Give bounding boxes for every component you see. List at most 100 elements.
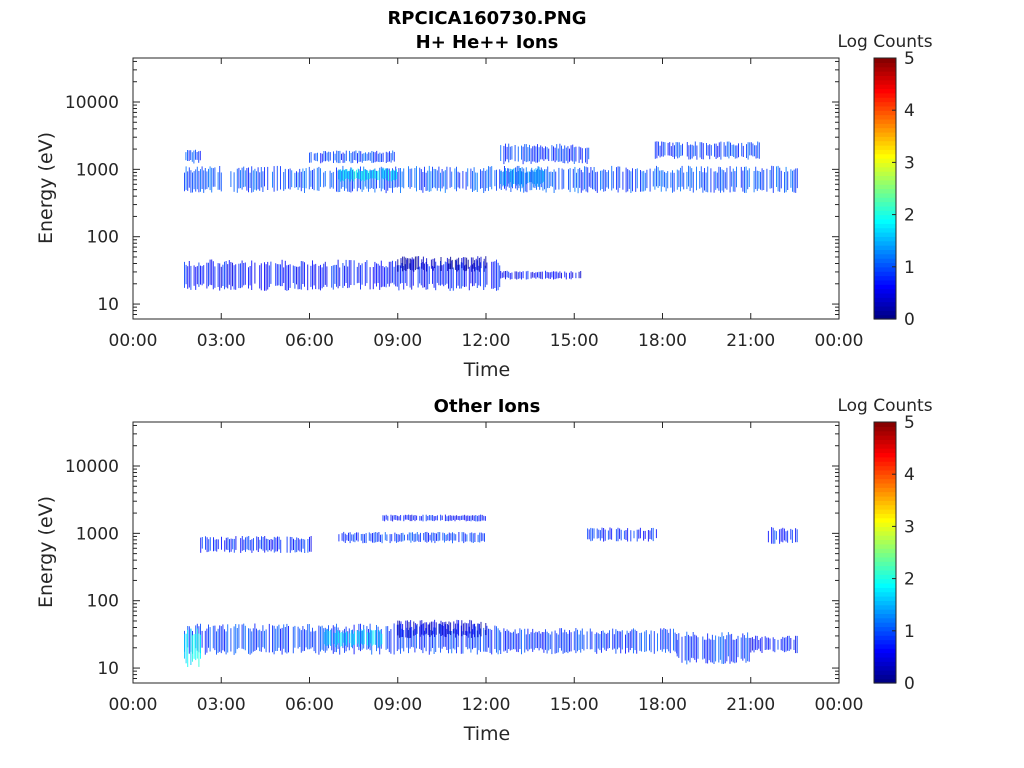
panel-bottom-plot: 00:00 03:00 06:00 09:00 12:00 15:00 18:00 21:00… [65,421,864,715]
colorbar-segment [874,253,896,259]
colorbar-segment [874,469,896,475]
colorbar-segment [874,522,896,527]
panel-top-colorbar-label: Log Counts [837,32,932,52]
x-tick-label: 15:00 [550,331,599,351]
spectrogram-band [185,149,201,164]
colorbar-segment [874,609,896,614]
colorbar-segment [874,136,896,142]
colorbar-segment [874,439,896,445]
spectrogram-band [184,628,201,667]
colorbar-segment [874,487,896,493]
colorbar-segment [874,656,896,662]
panel-bottom-title: Other Ions [434,396,541,417]
colorbar-tick-label: 1 [904,258,915,278]
colorbar-segment [874,482,896,488]
colorbar-tick-label: 5 [904,413,915,433]
colorbar-segment [874,574,896,580]
colorbar-segment [874,123,896,129]
colorbar-segment [874,179,896,185]
panel-top-plot: 00:00 03:00 06:00 09:00 12:00 15:00 18:00 21:00… [65,57,864,351]
colorbar-segment [874,648,896,654]
spectrogram-band [750,635,798,654]
colorbar-segment [874,262,896,268]
figure-title: RPCICA160730.PNG [387,8,586,29]
colorbar-segment [874,591,896,597]
colorbar-segment [874,509,896,514]
colorbar-segment [874,58,896,63]
colorbar-frame [873,421,897,684]
panel-top-ylabel: Energy (eV) [35,132,57,244]
spectrogram-band [500,166,545,187]
panel-bottom-ylabel: Energy (eV) [35,496,57,608]
spectrogram-band [397,256,487,272]
colorbar-segment [874,305,896,311]
colorbar-segment [874,474,896,480]
colorbar-segment [874,643,896,649]
colorbar-segment [874,452,896,458]
spectrogram-band [500,628,678,655]
colorbar-segment [874,674,896,680]
colorbar-segment [874,271,896,277]
colorbar-segment [874,600,896,606]
colorbar-segment [874,543,896,549]
colorbar-segment [874,140,896,146]
x-tick-label: 00:00 [109,331,158,351]
y-tick-label: 10 [97,295,119,315]
colorbar-tick-label: 5 [904,49,915,69]
colorbar-segment [874,526,896,532]
colorbar-segment [874,205,896,211]
colorbar-segment [874,535,896,541]
colorbar-segment [874,504,896,510]
colorbar-segment [874,171,896,177]
panel-bottom-xlabel: Time [463,723,511,745]
colorbar-segment [874,149,896,155]
colorbar-segment [874,249,896,255]
colorbar-segment [874,114,896,120]
colorbar-segment [874,236,896,242]
spectrogram-band [200,536,312,553]
colorbar-frame [873,57,897,320]
colorbar-segment [874,435,896,440]
colorbar-segment [874,587,896,593]
colorbar-tick-label: 3 [904,153,915,173]
x-tick-label: 06:00 [285,695,334,715]
colorbar-segment [874,75,896,81]
colorbar-segment [874,426,896,432]
colorbar-segment [874,210,896,216]
spectrogram-band [397,619,487,639]
x-tick-label: 12:00 [462,331,511,351]
y-tick-label: 10 [97,659,119,679]
colorbar-segment [874,635,896,641]
colorbar-segment [874,110,896,116]
colorbar-segment [874,184,896,190]
x-tick-label: 21:00 [726,695,775,715]
y-tick-label: 1000 [76,160,119,180]
spectrogram-band [309,150,395,164]
colorbar-segment [874,258,896,264]
panel-top-title: H+ He++ Ions [416,32,559,53]
colorbar-segment [874,162,896,168]
colorbar-segment [874,552,896,558]
x-tick-label: 03:00 [197,695,246,715]
colorbar-segment [874,166,896,172]
colorbar-segment [874,218,896,224]
colorbar-segment [874,652,896,658]
x-tick-label: 15:00 [550,695,599,715]
colorbar-segment [874,297,896,303]
colorbar-segment [874,491,896,497]
colorbar-segment [874,630,896,636]
colorbar-segment [874,548,896,554]
colorbar-segment [874,582,896,588]
colorbar-segment [874,443,896,449]
x-tick-label: 03:00 [197,331,246,351]
colorbar-segment [874,232,896,237]
spectrogram-band [338,531,485,544]
colorbar-segment [874,118,896,124]
colorbar-segment [874,314,896,320]
spectrogram-band [587,527,657,542]
colorbar-segment [874,158,896,163]
colorbar-segment [874,131,896,137]
colorbar-segment [874,530,896,536]
colorbar-segment [874,617,896,623]
